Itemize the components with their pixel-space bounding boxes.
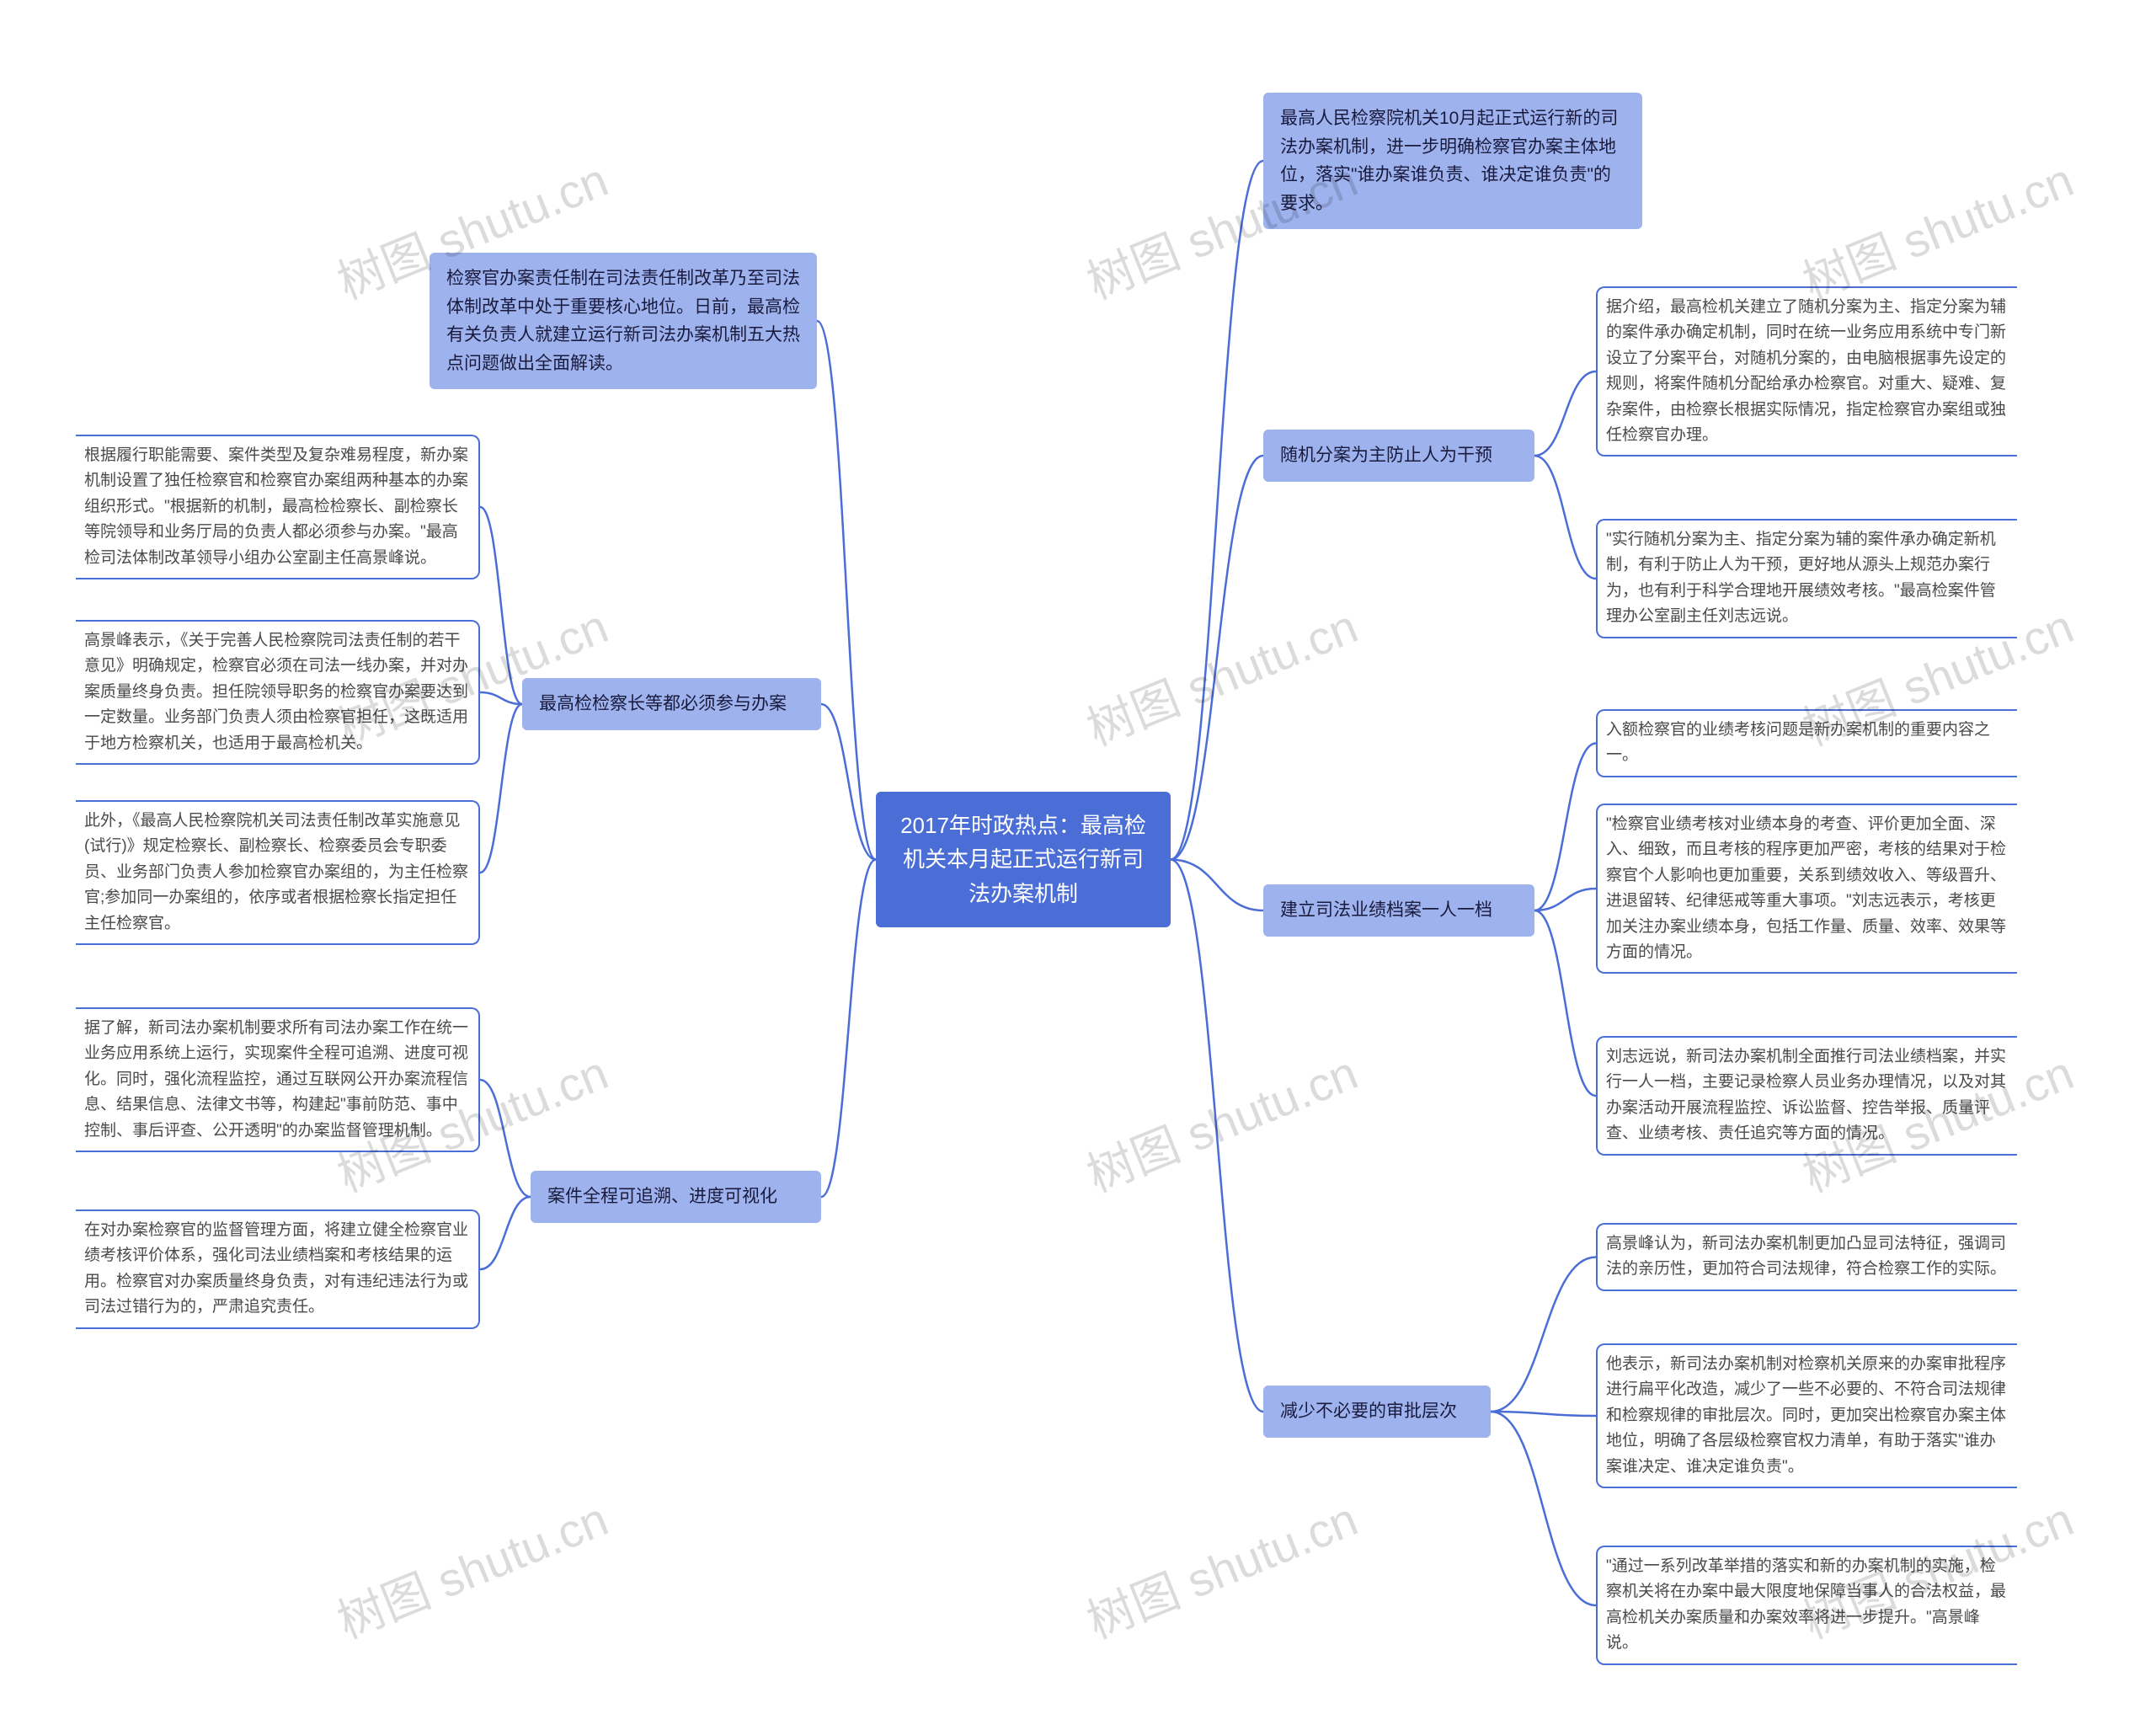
- leaf-r3-1: "检察官业绩考核对业绩本身的考查、评价更加全面、深入、细致，而且考核的程序更加严…: [1596, 804, 2017, 974]
- watermark: 树图 shutu.cn: [1075, 1035, 1366, 1205]
- leaf-l2-0: 根据履行职能需要、案件类型及复杂难易程度，新办案机制设置了独任检察官和检察官办案…: [76, 435, 480, 579]
- branch-l2: 最高检检察长等都必须参与办案: [522, 678, 821, 730]
- leaf-r2-0: 据介绍，最高检机关建立了随机分案为主、指定分案为辅的案件承办确定机制，同时在统一…: [1596, 286, 2017, 457]
- center-node: 2017年时政热点：最高检机关本月起正式运行新司法办案机制: [876, 792, 1171, 927]
- branch-r4: 减少不必要的审批层次: [1263, 1386, 1491, 1438]
- leaf-l3-1: 在对办案检察官的监督管理方面，将建立健全检察官业绩考核评价体系，强化司法业绩档案…: [76, 1209, 480, 1329]
- leaf-r3-0: 入额检察官的业绩考核问题是新办案机制的重要内容之一。: [1596, 709, 2017, 777]
- watermark: 树图 shutu.cn: [1075, 1482, 1366, 1652]
- watermark: 树图 shutu.cn: [326, 1482, 616, 1652]
- branch-r1: 最高人民检察院机关10月起正式运行新的司法办案机制，进一步明确检察官办案主体地位…: [1263, 93, 1642, 229]
- leaf-l2-2: 此外，《最高人民检察院机关司法责任制改革实施意见(试行)》规定检察长、副检察长、…: [76, 800, 480, 945]
- branch-l3: 案件全程可追溯、进度可视化: [531, 1171, 821, 1223]
- leaf-r4-0: 高景峰认为，新司法办案机制更加凸显司法特征，强调司法的亲历性，更加符合司法规律，…: [1596, 1223, 2017, 1291]
- branch-r2: 随机分案为主防止人为干预: [1263, 430, 1534, 482]
- leaf-r3-2: 刘志远说，新司法办案机制全面推行司法业绩档案，并实行一人一档，主要记录检察人员业…: [1596, 1036, 2017, 1156]
- leaf-l3-0: 据了解，新司法办案机制要求所有司法办案工作在统一业务应用系统上运行，实现案件全程…: [76, 1007, 480, 1152]
- leaf-r2-1: "实行随机分案为主、指定分案为辅的案件承办确定新机制，有利于防止人为干预，更好地…: [1596, 519, 2017, 638]
- branch-l1: 检察官办案责任制在司法责任制改革乃至司法体制改革中处于重要核心地位。日前，最高检…: [430, 253, 817, 389]
- branch-r3: 建立司法业绩档案一人一档: [1263, 884, 1534, 937]
- leaf-r4-1: 他表示，新司法办案机制对检察机关原来的办案审批程序进行扁平化改造，减少了一些不必…: [1596, 1343, 2017, 1488]
- leaf-l2-1: 高景峰表示，《关于完善人民检察院司法责任制的若干意见》明确规定，检察官必须在司法…: [76, 620, 480, 765]
- leaf-r4-2: "通过一系列改革举措的落实和新的办案机制的实施，检察机关将在办案中最大限度地保障…: [1596, 1546, 2017, 1665]
- watermark: 树图 shutu.cn: [1075, 589, 1366, 759]
